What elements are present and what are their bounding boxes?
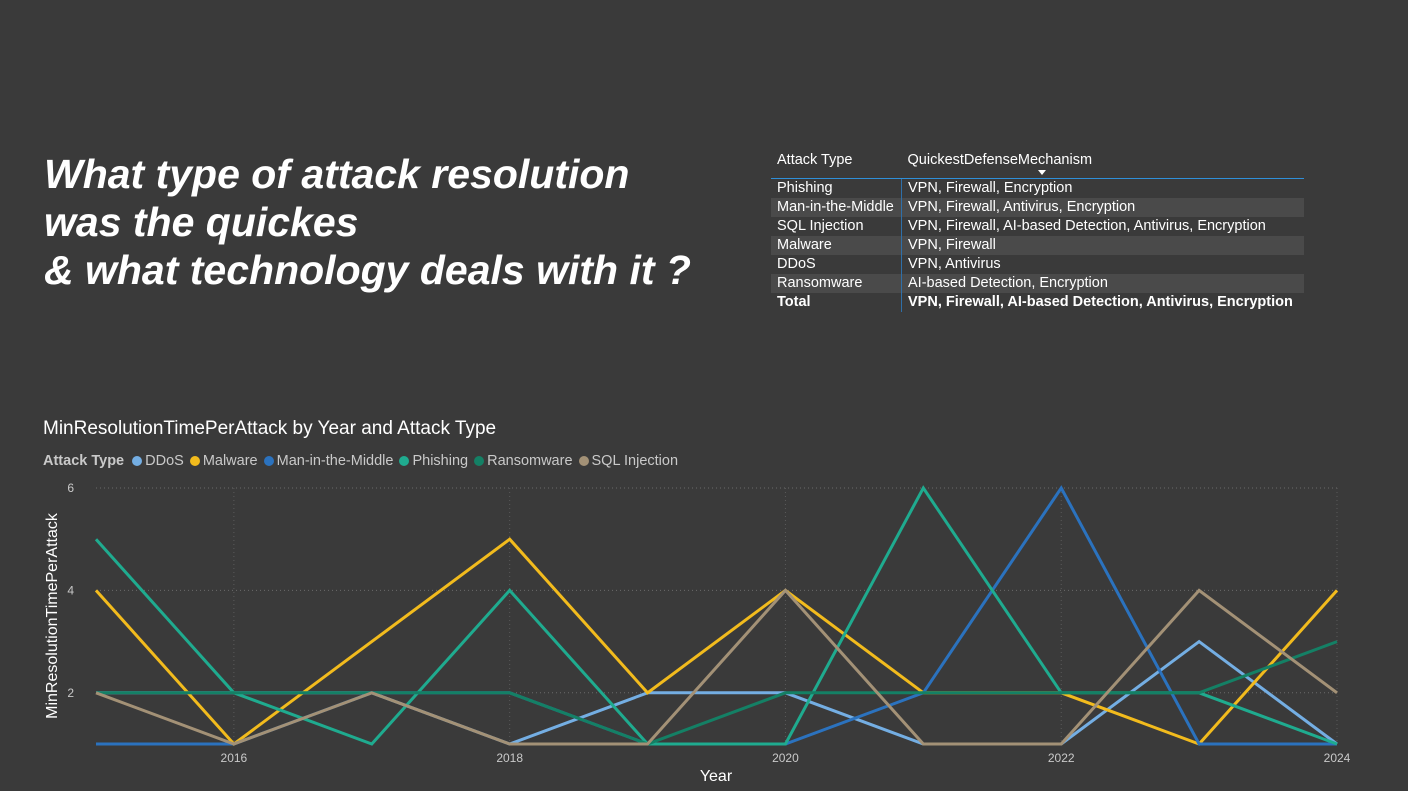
x-tick-label: 2020 <box>772 751 799 765</box>
legend-swatch <box>263 456 274 466</box>
legend-item-ransomware[interactable]: Ransomware <box>474 453 573 469</box>
table-row: Phishing VPN, Firewall, Encryption <box>771 178 1304 198</box>
legend-label: DDoS <box>145 453 184 469</box>
legend-label: Phishing <box>412 453 469 469</box>
series-line-malware[interactable] <box>94 537 1339 747</box>
defense-cell: VPN, Firewall, Encryption <box>908 180 1073 196</box>
legend-label: Malware <box>202 453 258 469</box>
legend-title: Attack Type <box>43 453 125 469</box>
table-row: DDoS VPN, Antivirus <box>771 255 1304 274</box>
chart-title: MinResolutionTimePerAttack by Year and A… <box>43 418 497 439</box>
y-axis-title: MinResolutionTimePerAttack <box>44 512 61 719</box>
legend-swatch <box>132 456 143 466</box>
chart-legend: Attack Type DDoS Malware Man-in-the-Midd… <box>43 453 684 469</box>
defense-cell: VPN, Firewall <box>901 236 1304 255</box>
column-header-attack-type[interactable]: Attack Type <box>771 150 902 179</box>
legend-swatch <box>474 456 485 466</box>
legend-label: SQL Injection <box>591 453 679 469</box>
question-line-2: was the quickes <box>44 199 359 245</box>
x-tick-label: 2024 <box>1324 751 1351 765</box>
question-line-1: What type of attack resolution <box>44 151 630 197</box>
legend-label: Man-in-the-Middle <box>276 453 394 469</box>
attack-type-cell: Malware <box>771 236 902 255</box>
defense-cell: VPN, Firewall, Antivirus, Encryption <box>901 198 1304 217</box>
x-tick-label: 2022 <box>1048 751 1075 765</box>
total-value-cell: VPN, Firewall, AI-based Detection, Antiv… <box>908 294 1293 310</box>
legend-item-ddos[interactable]: DDoS <box>132 453 184 469</box>
legend-item-phishing[interactable]: Phishing <box>399 453 468 469</box>
table-row: Malware VPN, Firewall <box>771 236 1304 255</box>
attack-type-cell: Man-in-the-Middle <box>771 198 902 217</box>
attack-type-cell: Phishing <box>771 178 902 198</box>
x-tick-label: 2018 <box>496 751 523 765</box>
y-tick-label: 2 <box>67 686 74 700</box>
table-row: Man-in-the-Middle VPN, Firewall, Antivir… <box>771 198 1304 217</box>
legend-swatch <box>189 456 200 466</box>
legend-item-malware[interactable]: Malware <box>189 453 258 469</box>
x-axis-title: Year <box>700 768 733 785</box>
defense-cell: VPN, Antivirus <box>908 256 1001 272</box>
legend-label: Ransomware <box>487 453 573 469</box>
table-total-row: Total VPN, Firewall, AI-based Detection,… <box>771 293 1304 312</box>
attack-type-cell: SQL Injection <box>771 217 902 236</box>
defense-cell: VPN, Firewall, AI-based Detection, Antiv… <box>908 218 1266 234</box>
series-line-ransomware[interactable] <box>96 640 1338 746</box>
legend-item-sql-injection[interactable]: SQL Injection <box>578 453 679 469</box>
attack-type-cell: DDoS <box>771 255 902 274</box>
defense-cell: AI-based Detection, Encryption <box>901 274 1304 293</box>
x-tick-label: 2016 <box>221 751 248 765</box>
column-header-quickest-defense[interactable]: QuickestDefenseMechanism <box>901 150 1304 179</box>
table-row: Ransomware AI-based Detection, Encryptio… <box>771 274 1304 293</box>
line-chart[interactable]: 2 4 6 2016 2018 2020 2022 2024 Year MinResolution… <box>0 470 1408 791</box>
legend-swatch <box>399 456 410 466</box>
table-row: SQL Injection VPN, Firewall, AI-based De… <box>771 217 1304 236</box>
series-line-sql-injection[interactable] <box>95 588 1338 746</box>
column-header-label: QuickestDefenseMechanism <box>907 152 1093 168</box>
question-line-3: & what technology deals with it ? <box>44 247 691 293</box>
total-label-cell: Total <box>771 293 902 312</box>
series-line-man-in-the-middle[interactable] <box>96 485 1337 746</box>
attack-type-cell: Ransomware <box>771 274 902 293</box>
defense-table: Attack Type QuickestDefenseMechanism Phi… <box>771 150 1304 312</box>
legend-item-man-in-the-middle[interactable]: Man-in-the-Middle <box>263 453 394 469</box>
legend-swatch <box>578 456 589 466</box>
y-tick-label: 6 <box>67 481 74 495</box>
question-heading: What type of attack resolution was the q… <box>44 150 744 294</box>
series-line-phishing[interactable] <box>94 485 1338 746</box>
sort-descending-icon[interactable] <box>1037 170 1046 175</box>
y-tick-label: 4 <box>67 583 74 597</box>
